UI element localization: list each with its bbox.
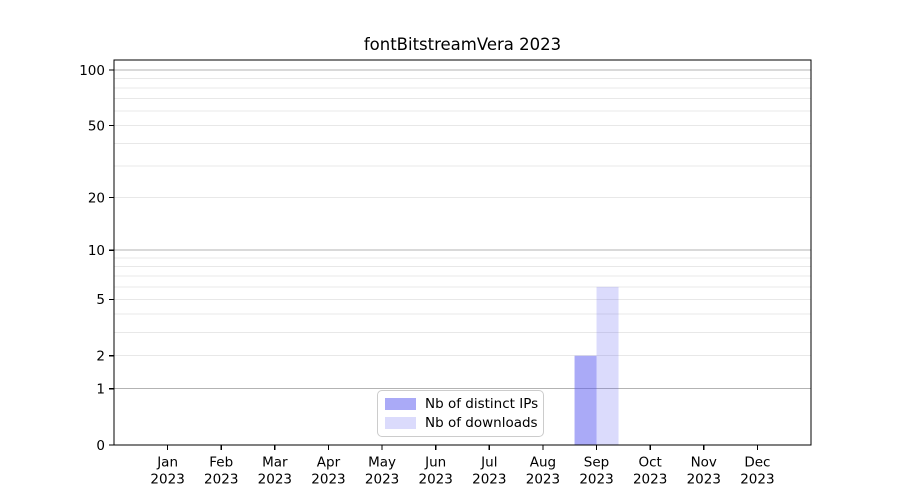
x-tick-label-month: Dec (744, 455, 770, 471)
x-tick-label-month: Jun (424, 455, 446, 471)
x-tick-label-year: 2023 (204, 472, 238, 488)
y-tick-label: 0 (96, 438, 105, 454)
y-tick-label: 1 (96, 381, 105, 397)
x-tick-label-month: Apr (317, 455, 341, 471)
x-tick-label-month: Jan (156, 455, 178, 471)
y-tick-label: 5 (96, 292, 105, 308)
x-tick-label-month: Nov (691, 455, 717, 471)
legend-swatch-downloads (385, 417, 416, 429)
x-tick-label-month: Oct (638, 455, 661, 471)
x-tick-label-month: May (368, 455, 396, 471)
x-tick-label-month: Jul (480, 455, 497, 471)
x-tick-label-month: Feb (209, 455, 233, 471)
bar-distinct-ips (574, 355, 597, 445)
chart-title: fontBitstreamVera 2023 (363, 35, 562, 54)
y-tick-label: 100 (79, 63, 105, 79)
y-tick-label: 2 (96, 349, 105, 365)
x-tick-label-year: 2023 (365, 472, 399, 488)
legend-item-downloads: Nb of downloads (385, 415, 543, 431)
y-tick-label: 50 (88, 118, 105, 134)
x-tick-label-year: 2023 (258, 472, 292, 488)
x-tick-label-year: 2023 (526, 472, 560, 488)
bar-downloads (596, 286, 619, 445)
y-tick-label: 10 (88, 243, 105, 259)
x-tick-label-year: 2023 (419, 472, 453, 488)
x-tick-label-year: 2023 (311, 472, 345, 488)
legend-label-distinct-ips: Nb of distinct IPs (425, 396, 539, 412)
x-tick-label-year: 2023 (150, 472, 184, 488)
x-tick-label-month: Sep (584, 455, 609, 471)
x-tick-label-year: 2023 (472, 472, 506, 488)
x-tick-label-year: 2023 (740, 472, 774, 488)
y-tick-label: 20 (88, 190, 105, 206)
legend-label-downloads: Nb of downloads (425, 415, 538, 431)
x-tick-label-year: 2023 (687, 472, 721, 488)
legend-swatch-distinct-ips (385, 398, 416, 410)
x-tick-label-month: Mar (262, 455, 288, 471)
x-tick-label-month: Aug (530, 455, 556, 471)
legend-item-distinct-ips: Nb of distinct IPs (385, 396, 543, 412)
axes-spines (113, 59, 812, 446)
legend: Nb of distinct IPs Nb of downloads (377, 390, 544, 437)
x-tick-label-year: 2023 (579, 472, 613, 488)
x-tick-label-year: 2023 (633, 472, 667, 488)
